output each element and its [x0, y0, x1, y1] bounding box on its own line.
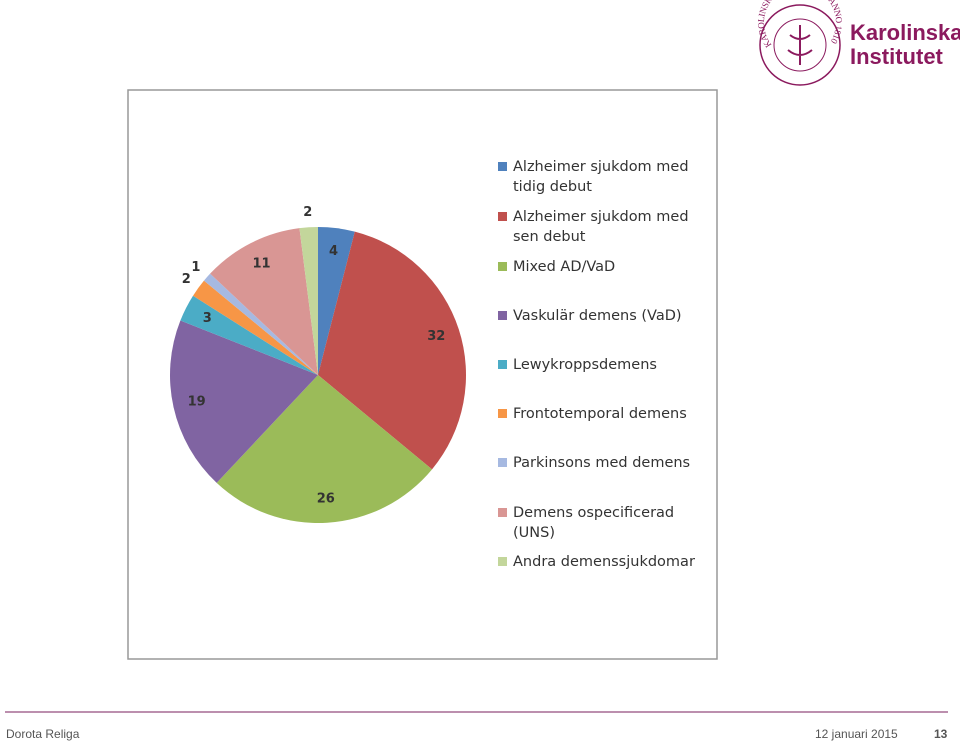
pie-slice [216, 375, 433, 523]
legend-item: Andra demenssjukdomar [498, 552, 708, 572]
data-label: 3 [203, 311, 212, 326]
data-label: 2 [182, 272, 191, 287]
legend-label: Alzheimer sjukdom med tidig debut [513, 159, 689, 195]
footer-author: Dorota Religa [6, 727, 80, 741]
pie-slice [180, 295, 318, 375]
footer-date: 12 januari 2015 [815, 727, 898, 741]
legend-label: Alzheimer sjukdom med sen debut [513, 209, 689, 245]
legend-item: Demens ospecificerad (UNS) [498, 503, 708, 543]
logo-name: Institutet [850, 44, 944, 69]
seal-emblem [787, 25, 813, 65]
legend-label: Frontotemporal demens [513, 406, 687, 422]
pie-slice [203, 273, 318, 375]
legend-swatch [498, 162, 507, 171]
legend-item: Frontotemporal demens [498, 404, 708, 424]
legend-item: Lewykroppsdemens [498, 355, 708, 375]
legend-swatch [498, 557, 507, 566]
legend-label: Vaskulär demens (VaD) [513, 308, 682, 324]
logo-name: Karolinska [850, 20, 960, 45]
legend-swatch [498, 409, 507, 418]
pie-slice [210, 228, 318, 375]
data-label: 11 [253, 257, 271, 272]
legend-item: Alzheimer sjukdom med tidig debut [498, 157, 708, 197]
legend-item: Parkinsons med demens [498, 453, 708, 473]
pie-slice [170, 320, 318, 483]
legend-swatch [498, 508, 507, 517]
pie-slice [318, 227, 355, 375]
seal-inner [773, 18, 827, 72]
legend-label: Andra demenssjukdomar [513, 554, 695, 570]
legend-label: Demens ospecificerad (UNS) [513, 505, 675, 541]
legend-item: Mixed AD/VaD [498, 257, 708, 277]
pie-slice [318, 231, 467, 470]
legend-label: Mixed AD/VaD [513, 259, 616, 275]
data-label: 1 [191, 260, 200, 275]
legend-swatch [498, 311, 507, 320]
logo: KAROLINSKA INSTITUTET · ANNO 1810 Karoli… [756, 0, 960, 86]
legend-label: Lewykroppsdemens [513, 357, 657, 373]
legend-swatch [498, 458, 507, 467]
legend-swatch [498, 262, 507, 271]
pie-slice [193, 280, 318, 375]
data-label: 32 [427, 329, 445, 344]
legend-swatch [498, 212, 507, 221]
pie-slice [299, 227, 318, 375]
legend-swatch [498, 360, 507, 369]
legend-item: Vaskulär demens (VaD) [498, 306, 708, 326]
data-label: 4 [329, 244, 338, 259]
footer-page: 13 [934, 727, 948, 741]
legend-label: Parkinsons med demens [513, 455, 691, 471]
legend-item: Alzheimer sjukdom med sen debut [498, 207, 708, 247]
seal-ring [759, 4, 841, 86]
data-label: 19 [188, 395, 206, 410]
data-label: 2 [303, 205, 312, 220]
data-label: 26 [317, 492, 335, 507]
